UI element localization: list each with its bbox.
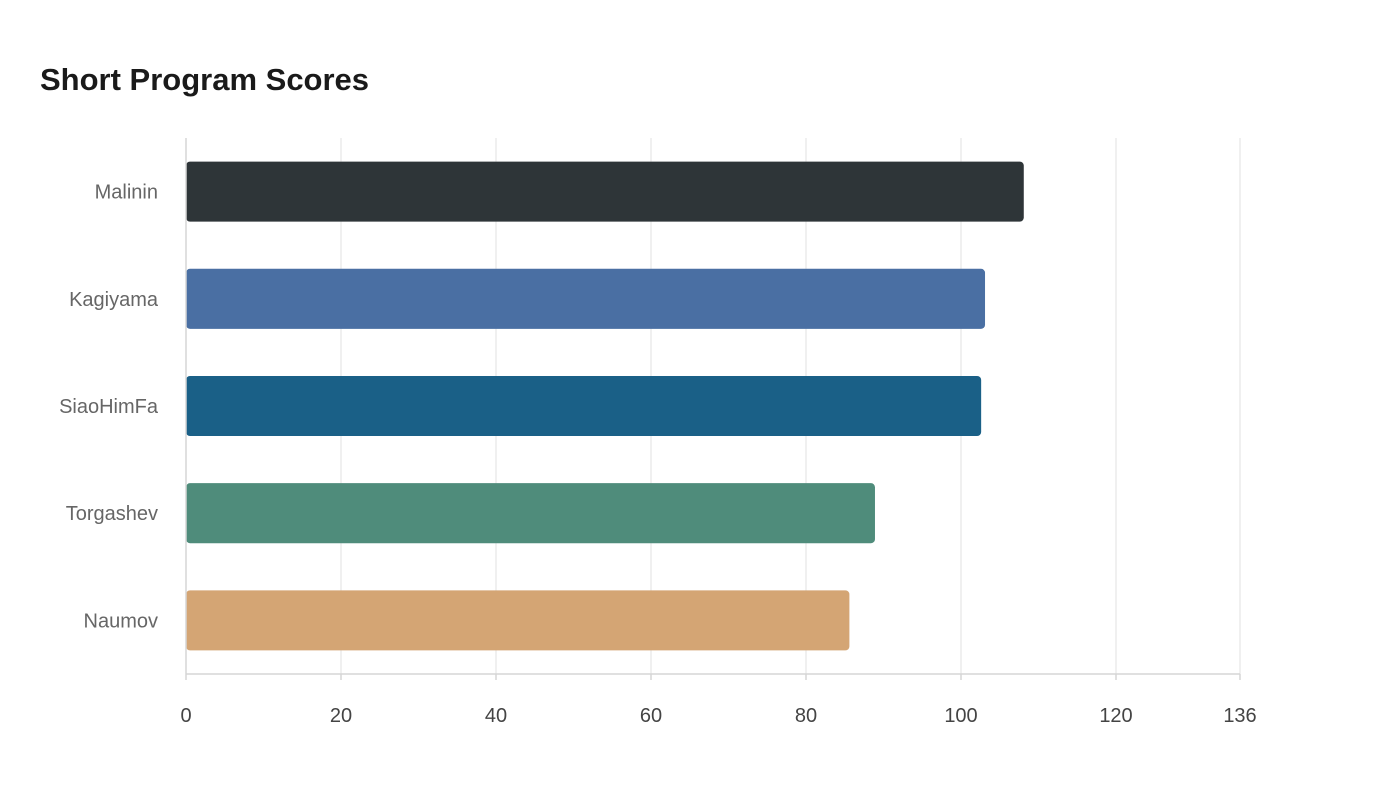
- bar-kagiyama: [186, 268, 986, 329]
- x-tick-label: 20: [330, 705, 352, 727]
- x-tick-label: 60: [640, 705, 662, 727]
- label-layer: 0 20 40 60 80 100 120 136 Malinin Kagiyama SiaoHim…: [59, 182, 1257, 727]
- x-tick-label: 120: [1099, 705, 1132, 727]
- x-tick-label: 136: [1223, 705, 1256, 727]
- category-label: Naumov: [84, 610, 158, 632]
- bar-malinin: [186, 161, 1024, 222]
- bar-torgashev: [186, 483, 875, 544]
- chart-title: Short Program Scores: [40, 62, 370, 97]
- category-label: Kagiyama: [69, 289, 159, 311]
- x-tick-label: 100: [944, 705, 977, 727]
- bar-siaohimfa: [186, 375, 982, 437]
- x-tick-label: 80: [795, 705, 817, 727]
- axis-layer: [185, 138, 1241, 680]
- x-tick-label: 40: [485, 705, 507, 727]
- bar-layer: [186, 161, 1024, 651]
- category-label: SiaoHimFa: [59, 396, 159, 418]
- x-tick-label: 0: [180, 705, 191, 727]
- category-label: Torgashev: [66, 503, 158, 525]
- category-label: Malinin: [95, 182, 158, 204]
- bar-naumov: [186, 590, 850, 651]
